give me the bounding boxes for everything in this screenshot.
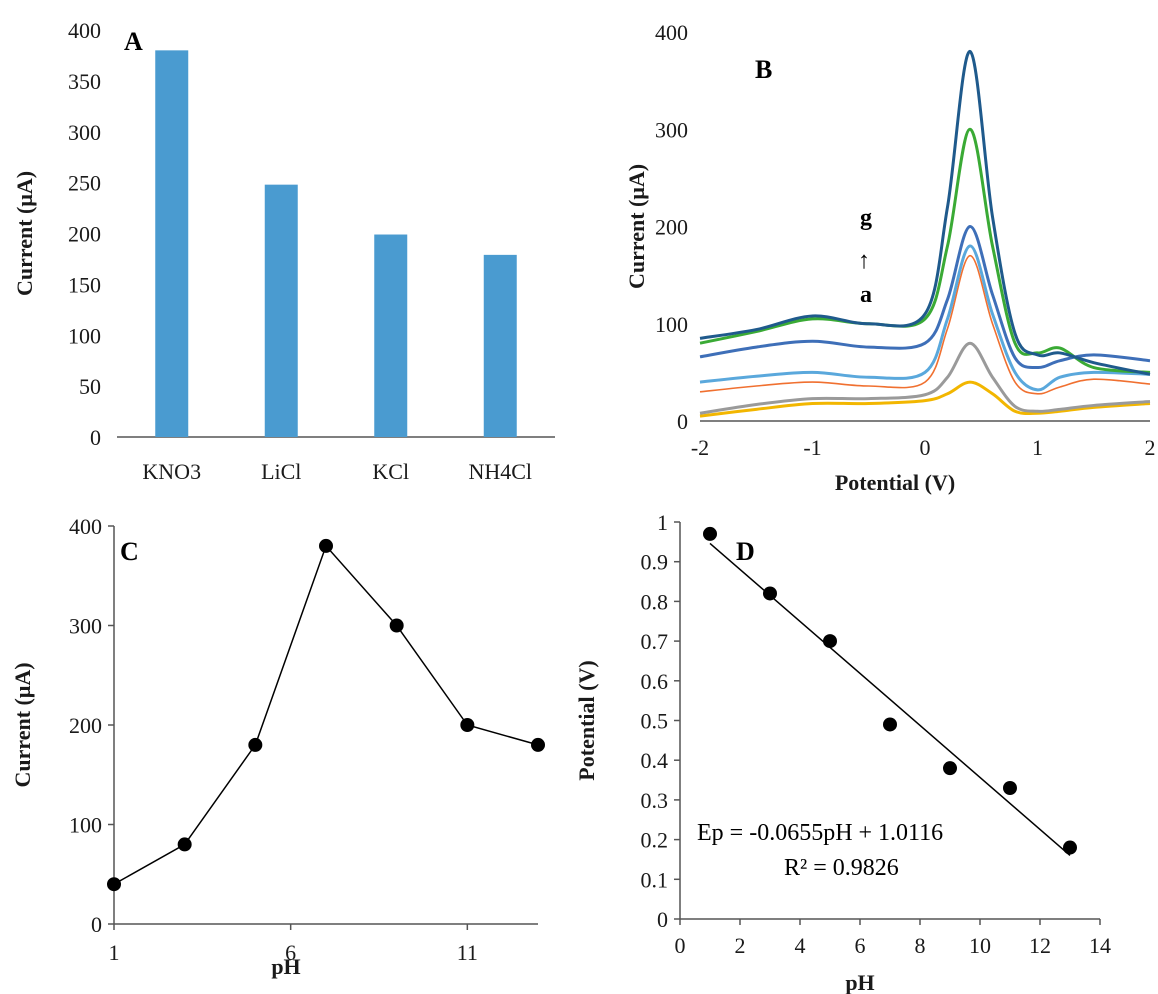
panel-a-y-tick-label: 100 xyxy=(68,323,101,348)
panel-c-data-point xyxy=(248,737,263,752)
panel-d-data-point xyxy=(823,634,837,649)
panel-d-x-tick-label: 10 xyxy=(969,933,991,958)
panel-d-x-axis-label: pH xyxy=(845,970,874,994)
panel-a-category-label: NH4Cl xyxy=(468,459,532,484)
panel-c-x-tick-label: 11 xyxy=(457,940,478,965)
panel-a-y-tick-label: 350 xyxy=(68,69,101,94)
panel-b-y-tick-label: 300 xyxy=(655,117,688,142)
panel-d-y-tick-label: 1 xyxy=(657,510,668,535)
panel-c-y-tick-label: 400 xyxy=(69,514,102,539)
panel-d-label: D xyxy=(736,537,755,566)
panel-d-data-point xyxy=(883,717,897,732)
panel-c-data-point xyxy=(531,737,545,752)
panel-d-data-point xyxy=(943,761,957,776)
panel-c-y-tick-label: 0 xyxy=(91,912,102,937)
panel-c-data-point xyxy=(177,837,192,852)
panel-b-x-tick-label: -2 xyxy=(691,435,709,460)
panel-a-bar xyxy=(483,254,517,437)
panel-d-y-tick-label: 0.1 xyxy=(641,867,669,892)
panel-d-x-tick-label: 2 xyxy=(735,933,746,958)
panel-c-x-tick-label: 1 xyxy=(109,940,120,965)
panel-a-y-tick-label: 400 xyxy=(68,18,101,43)
panel-d-x-tick-label: 12 xyxy=(1029,933,1051,958)
panel-b-series-line xyxy=(699,49,1151,376)
panel-d-r-squared: R² = 0.9826 xyxy=(784,855,899,881)
panel-c-y-axis-label: Current (μA) xyxy=(10,662,35,787)
panel-d-equation: Ep = -0.0655pH + 1.0116 xyxy=(697,820,943,846)
panel-c-data-point xyxy=(460,718,475,732)
panel-a-y-tick-label: 0 xyxy=(90,425,101,450)
panel-a-y-tick-label: 250 xyxy=(68,171,101,196)
panel-d-data-point xyxy=(703,526,717,541)
panel-b-annotation-bottom: a xyxy=(860,282,872,308)
panel-c-y-tick-label: 100 xyxy=(69,813,102,838)
panel-c-label: C xyxy=(120,537,139,566)
panel-d-y-tick-label: 0 xyxy=(657,907,668,932)
panel-b-annotation-top: g xyxy=(860,205,872,231)
panel-a-bar xyxy=(264,184,298,437)
panel-b-series-line xyxy=(699,380,1151,418)
panel-b-x-tick-label: 0 xyxy=(920,435,931,460)
panel-d-x-tick-label: 14 xyxy=(1089,933,1111,958)
panel-b-y-axis-label: Current (μA) xyxy=(624,164,649,289)
panel-a-bar xyxy=(374,234,408,437)
panel-b-y-tick-label: 400 xyxy=(655,20,688,45)
panel-d-y-tick-label: 0.2 xyxy=(641,828,669,853)
panel-a-y-tick-label: 150 xyxy=(68,272,101,297)
panel-a-y-tick-label: 200 xyxy=(68,222,101,247)
panel-d-x-tick-label: 8 xyxy=(915,933,926,958)
panel-a-category-label: KCl xyxy=(372,459,409,484)
panel-c-x-axis-label: pH xyxy=(271,954,300,979)
panel-b-x-axis-label: Potential (V) xyxy=(835,470,955,495)
panel-b-series-line xyxy=(699,127,1151,374)
panel-c-series-line xyxy=(113,544,539,885)
panel-c-y-tick-label: 200 xyxy=(69,713,102,738)
panel-b-label: B xyxy=(755,55,772,84)
panel-a-y-axis-label: Current (μA) xyxy=(12,171,37,296)
panel-d-y-tick-label: 0.8 xyxy=(641,589,669,614)
panel-b-series-line xyxy=(699,341,1151,415)
panel-d-data-point xyxy=(1003,780,1017,795)
panel-c-data-point xyxy=(107,877,121,892)
panel-d-y-tick-label: 0.9 xyxy=(641,550,669,575)
panel-d-x-tick-label: 6 xyxy=(855,933,866,958)
panel-c-y-tick-label: 300 xyxy=(69,614,102,639)
panel-a-y-tick-label: 300 xyxy=(68,120,101,145)
panel-a-y-tick-label: 50 xyxy=(79,374,101,399)
panel-d-y-tick-label: 0.6 xyxy=(641,669,669,694)
panel-d-y-tick-label: 0.3 xyxy=(641,788,669,813)
panel-b-x-tick-label: -1 xyxy=(803,435,821,460)
panel-b-y-tick-label: 200 xyxy=(655,215,688,240)
panel-d-data-point xyxy=(763,586,777,601)
panel-b-y-tick-label: 0 xyxy=(677,409,688,434)
panel-a-category-label: LiCl xyxy=(261,459,301,484)
panel-d-x-tick-label: 4 xyxy=(795,933,806,958)
panel-d-y-tick-label: 0.5 xyxy=(641,709,669,734)
panel-c-data-point xyxy=(319,538,333,553)
panel-d-data-point xyxy=(1063,840,1077,855)
panel-d-y-tick-label: 0.4 xyxy=(641,748,669,773)
panel-b-series-line xyxy=(699,225,1151,370)
panel-c-x-tick-label: 6 xyxy=(285,940,296,965)
panel-a-bar xyxy=(155,50,189,437)
panel-b-x-tick-label: 2 xyxy=(1145,435,1156,460)
panel-b-annotation-arrow: ↑ xyxy=(858,248,870,274)
panel-b-series-line xyxy=(699,244,1151,392)
panel-d-y-tick-label: 0.7 xyxy=(641,629,669,654)
panel-b-series-line xyxy=(699,254,1151,395)
panel-c-data-point xyxy=(389,618,404,633)
panel-d-y-axis-label: Potential (V) xyxy=(574,660,599,780)
panel-a-category-label: KNO3 xyxy=(142,459,201,484)
panel-d-x-tick-label: 0 xyxy=(675,933,686,958)
panel-b-x-tick-label: 1 xyxy=(1032,435,1043,460)
panel-a-label: A xyxy=(124,27,143,56)
panel-b-y-tick-label: 100 xyxy=(655,312,688,337)
